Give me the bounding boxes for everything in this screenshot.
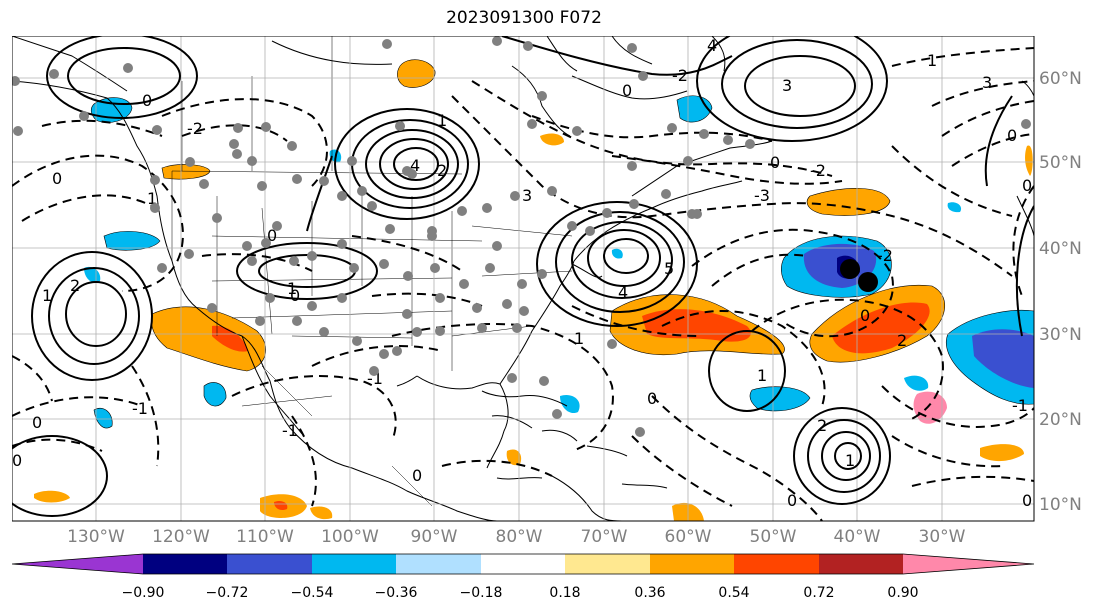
- contour-label: 1: [845, 451, 855, 470]
- contour-label: -2: [672, 66, 688, 85]
- contour-label: 0: [647, 389, 657, 408]
- colorbar-segment: [396, 554, 481, 574]
- lat-label: 40°N: [1039, 239, 1082, 259]
- colorbar-tick: 0.72: [803, 585, 834, 601]
- lon-label: 30°W: [919, 527, 966, 547]
- lon-label: 80°W: [496, 527, 543, 547]
- colorbar-tick: −0.90: [122, 585, 165, 601]
- lon-label: 50°W: [750, 527, 797, 547]
- gridlines: [12, 36, 1034, 521]
- contour-label: 3: [982, 73, 992, 92]
- contour-label: -2: [187, 119, 203, 138]
- contour-label: -2: [877, 246, 893, 265]
- colorbar-segment: [565, 554, 650, 574]
- lat-label: 30°N: [1039, 325, 1082, 345]
- contour-label: 0: [52, 169, 62, 188]
- contour-label: 0: [787, 491, 797, 510]
- colorbar-tick: 0.90: [887, 585, 918, 601]
- contour-label: 0: [770, 153, 780, 172]
- contour-label: 0: [290, 286, 300, 305]
- marker-dot: [840, 259, 860, 279]
- contour-label: 1: [574, 329, 584, 348]
- contour-label: 0: [12, 451, 22, 470]
- lon-label: 130°W: [67, 527, 125, 547]
- colorbar-segment: [903, 554, 1034, 574]
- contour-label: 1: [927, 51, 937, 70]
- contour-label: 0: [1022, 491, 1032, 510]
- negative-contours: [12, 47, 1034, 521]
- contour-label: 2: [437, 161, 447, 180]
- contour-label: 0: [622, 81, 632, 100]
- colorbar-segment: [819, 554, 903, 574]
- lon-label: 90°W: [411, 527, 458, 547]
- lat-label: 20°N: [1039, 410, 1082, 430]
- positive-contours: [12, 36, 1034, 517]
- contour-label: -1: [1012, 396, 1028, 415]
- contour-label: 3: [522, 186, 532, 205]
- contour-label: -1: [132, 399, 148, 418]
- lon-label: 40°W: [834, 527, 881, 547]
- colorbar-tick: −0.18: [460, 585, 503, 601]
- contour-label: 2: [70, 276, 80, 295]
- contour-label: 0: [1022, 176, 1032, 195]
- colorbar-tick: −0.36: [375, 585, 418, 601]
- contour-label: 0: [1007, 126, 1017, 145]
- contour-label: 0: [267, 226, 277, 245]
- station-markers: [12, 36, 1031, 437]
- lat-label: 10°N: [1039, 495, 1082, 515]
- map-frame: [12, 36, 1035, 522]
- colorbar: −0.90 −0.72 −0.54 −0.36 −0.18 0.18 0.36 …: [12, 553, 1035, 601]
- contour-label: -1: [282, 421, 298, 440]
- lon-label: 60°W: [665, 527, 712, 547]
- contour-label: 0: [860, 306, 870, 325]
- contour-labels: 0 4 1 2 5 4 1 1 2 1 0 0 1 2 1 2 0 -2 3 3…: [12, 36, 1032, 510]
- longitude-labels: 130°W 120°W 110°W 100°W 90°W 80°W 70°W 6…: [67, 527, 966, 547]
- contour-label: 3: [782, 76, 792, 95]
- lat-label: 50°N: [1039, 153, 1082, 173]
- colorbar-tick: 0.54: [718, 585, 749, 601]
- contour-label: 1: [287, 279, 297, 298]
- contour-label: 1: [757, 366, 767, 385]
- contour-label: 0: [412, 466, 422, 485]
- contour-label: 0: [142, 91, 152, 110]
- forecast-map: 0 4 1 2 5 4 1 1 2 1 0 0 1 2 1 2 0 -2 3 3…: [12, 36, 1082, 601]
- contour-label: 4: [410, 156, 420, 175]
- latitude-labels: 60°N 50°N 40°N 30°N 20°N 10°N: [1039, 69, 1082, 515]
- boundaries: [171, 36, 573, 507]
- contour-label: 2: [817, 416, 827, 435]
- contour-label: 1: [147, 189, 157, 208]
- colorbar-tick: 0.18: [549, 585, 580, 601]
- colorbar-segment: [734, 554, 819, 574]
- lon-label: 120°W: [152, 527, 210, 547]
- colorbar-segment: [650, 554, 734, 574]
- lon-label: 70°W: [581, 527, 628, 547]
- lat-label: 60°N: [1039, 69, 1082, 89]
- lon-label: 100°W: [321, 527, 379, 547]
- contour-label: 5: [664, 259, 674, 278]
- contour-label: 4: [707, 36, 717, 55]
- colorbar-tick: −0.54: [291, 585, 334, 601]
- contour-label: 4: [618, 283, 628, 302]
- contour-label: 1: [42, 286, 52, 305]
- contour-label: -3: [754, 186, 770, 205]
- colorbar-segment: [12, 554, 143, 574]
- contour-label: 2: [897, 331, 907, 350]
- colorbar-segment: [312, 554, 396, 574]
- marker-dot: [858, 272, 878, 292]
- colorbar-tick: −0.72: [206, 585, 249, 601]
- map-title: 2023091300 F072: [446, 8, 602, 28]
- colorbar-segment: [143, 554, 227, 574]
- contour-label: -2: [810, 161, 826, 180]
- contour-label: 1: [437, 111, 447, 130]
- colorbar-tick: 0.36: [634, 585, 665, 601]
- lon-label: 110°W: [236, 527, 294, 547]
- contour-label: 0: [32, 413, 42, 432]
- colorbar-segment: [227, 554, 312, 574]
- colorbar-segment: [481, 554, 565, 574]
